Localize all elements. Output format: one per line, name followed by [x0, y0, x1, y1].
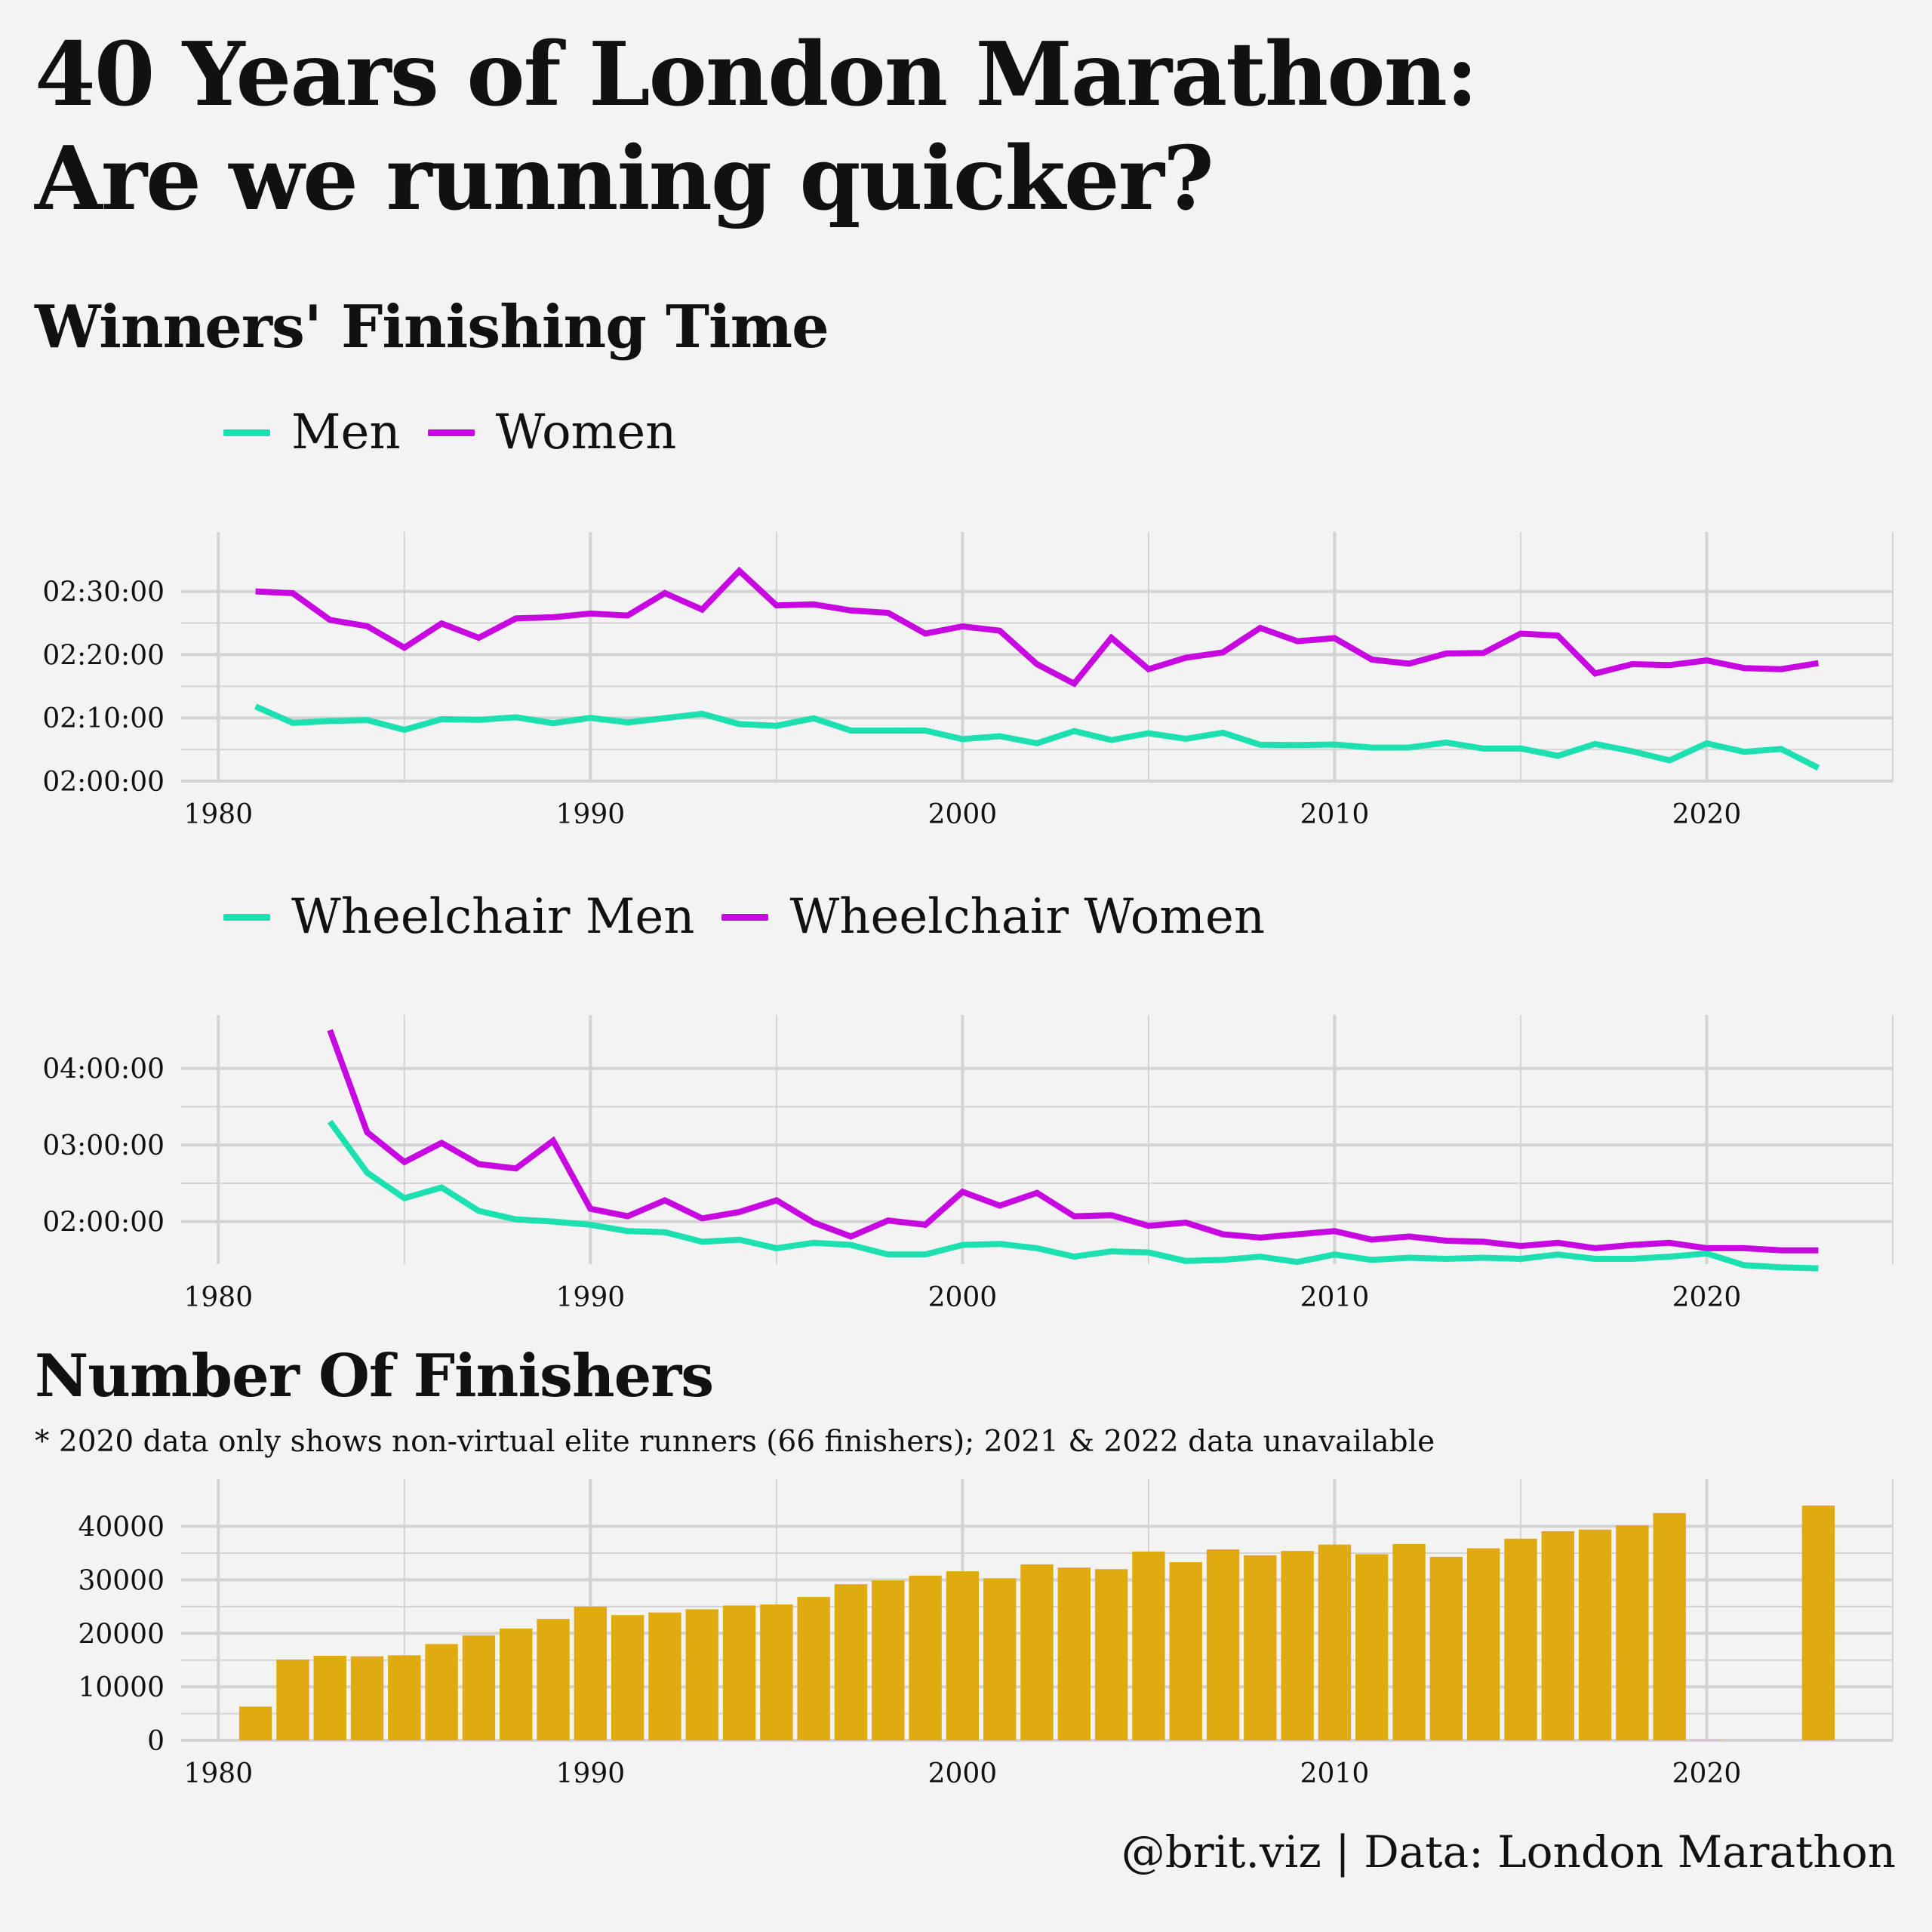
bar-1994 [722, 1605, 756, 1740]
legend-item-wheelchair-women: Wheelchair Women [721, 889, 1265, 945]
bar-2005 [1132, 1551, 1165, 1740]
y-tick-label: 02:10:00 [42, 703, 165, 734]
series-line-men [254, 703, 1820, 771]
y-tick-label: 0 [147, 1726, 165, 1757]
bar-2004 [1094, 1569, 1128, 1740]
chart-wheelchair-time: 1980 1990 2000 2010 2020 02:00:00 03:00:00 04:0… [42, 1015, 1894, 1313]
bar-1993 [685, 1609, 718, 1740]
bar-2018 [1616, 1525, 1649, 1740]
bar-1983 [313, 1656, 346, 1740]
chart-finishers: 1980 1990 2000 2010 2020 0 10000 20000 30000 4000… [78, 1479, 1894, 1789]
main-title: 40 Years of London Marathon: Are we runn… [35, 23, 1478, 231]
bar-1998 [872, 1580, 905, 1740]
bar-2016 [1541, 1531, 1574, 1740]
bar-2002 [1020, 1564, 1054, 1740]
x-tick-label: 2000 [928, 1758, 998, 1789]
x-tick-label: 1990 [556, 799, 626, 830]
x-tick-label: 2020 [1672, 1282, 1742, 1313]
bar-2007 [1206, 1549, 1240, 1740]
y-tick-label: 04:00:00 [42, 1054, 165, 1085]
y-tick-label: 02:30:00 [42, 577, 165, 608]
x-tick-label: 2010 [1300, 1758, 1370, 1789]
section-title-finishing-time: Winners' Finishing Time [35, 293, 829, 361]
bar-2015 [1504, 1538, 1537, 1740]
legend-swatch-men [223, 429, 270, 436]
legend-label-men: Men [291, 405, 401, 460]
title-line-1: 40 Years of London Marathon: [35, 23, 1478, 126]
bar-1981 [238, 1706, 272, 1740]
bar-1988 [500, 1628, 533, 1740]
x-tick-label: 1990 [556, 1282, 626, 1313]
bar-2000 [946, 1571, 980, 1740]
legend-swatch-women [427, 429, 475, 436]
bar-2011 [1355, 1554, 1389, 1740]
bar-1990 [574, 1606, 608, 1740]
x-tick-label: 2020 [1672, 799, 1742, 830]
x-tick-label: 2000 [928, 1282, 998, 1313]
legend-label-women: Women [495, 405, 677, 460]
y-tick-label: 02:00:00 [42, 767, 165, 798]
section-title-finishers: Number Of Finishers [35, 1342, 714, 1411]
y-tick-label: 40000 [78, 1512, 165, 1543]
series-line-wheelchair-men [327, 1119, 1819, 1272]
x-tick-label: 2000 [928, 799, 998, 830]
bar-2014 [1466, 1548, 1500, 1740]
bar-2023 [1801, 1505, 1835, 1740]
bar-1984 [350, 1656, 384, 1740]
legend-label-wheelchair-women: Wheelchair Women [789, 889, 1266, 945]
bar-1986 [425, 1644, 458, 1740]
bar-1985 [388, 1655, 421, 1740]
bar-2019 [1653, 1512, 1686, 1740]
y-tick-label: 30000 [78, 1565, 165, 1596]
bar-2001 [983, 1578, 1017, 1740]
bar-2017 [1578, 1529, 1612, 1740]
bar-1995 [760, 1604, 793, 1740]
y-tick-label: 03:00:00 [42, 1131, 165, 1161]
bar-2003 [1057, 1567, 1091, 1740]
legend-item-men: Men [223, 405, 401, 460]
x-tick-label: 2020 [1672, 1758, 1742, 1789]
bar-1989 [537, 1619, 570, 1740]
x-tick-label: 2010 [1300, 1282, 1370, 1313]
legend-label-wheelchair-men: Wheelchair Men [291, 889, 695, 945]
title-line-2: Are we running quicker? [35, 128, 1214, 230]
x-tick-label: 1980 [183, 1282, 253, 1313]
y-tick-label: 02:00:00 [42, 1208, 165, 1238]
legend-item-women: Women [427, 405, 677, 460]
y-tick-label: 20000 [78, 1619, 165, 1650]
y-tick-label: 02:20:00 [42, 640, 165, 671]
legend-item-wheelchair-men: Wheelchair Men [223, 889, 694, 945]
bar-1991 [611, 1615, 645, 1740]
bar-1999 [909, 1575, 942, 1740]
legend-swatch-wheelchair-men [223, 913, 270, 921]
bar-1997 [834, 1584, 868, 1740]
legend-wheelchair: Wheelchair Men Wheelchair Women [223, 889, 1292, 945]
chart-winners-time: 1980 1990 2000 2010 2020 02:00:00 02:10:00 02:2… [42, 532, 1894, 830]
grid: 1980 1990 2000 2010 2020 02:00:00 03:00:00 04:0… [42, 1015, 1894, 1313]
legend-swatch-wheelchair-women [721, 913, 769, 921]
bars [238, 1505, 1835, 1740]
grid: 1980 1990 2000 2010 2020 02:00:00 02:10:00 02:2… [42, 532, 1894, 830]
bar-1987 [462, 1635, 496, 1740]
bar-2006 [1169, 1562, 1202, 1740]
legend-runners: Men Women [223, 405, 703, 460]
bar-1996 [797, 1597, 830, 1740]
x-tick-label: 2010 [1300, 799, 1370, 830]
bar-1992 [648, 1612, 681, 1740]
y-tick-label: 10000 [78, 1672, 165, 1703]
series-line-wheelchair-women [327, 1029, 1819, 1254]
x-tick-label: 1990 [556, 1758, 626, 1789]
bar-2012 [1392, 1543, 1426, 1740]
bar-2010 [1318, 1544, 1352, 1740]
bar-2008 [1244, 1555, 1277, 1740]
x-tick-label: 1980 [183, 799, 253, 830]
caption-credit: @brit.viz | Data: London Marathon [1121, 1826, 1896, 1878]
bar-1982 [276, 1659, 309, 1740]
finishers-note: * 2020 data only shows non-virtual elite… [35, 1425, 1435, 1459]
series-line-women [255, 566, 1820, 688]
bar-2013 [1429, 1556, 1463, 1740]
bar-2009 [1281, 1551, 1314, 1740]
x-tick-label: 1980 [183, 1758, 253, 1789]
